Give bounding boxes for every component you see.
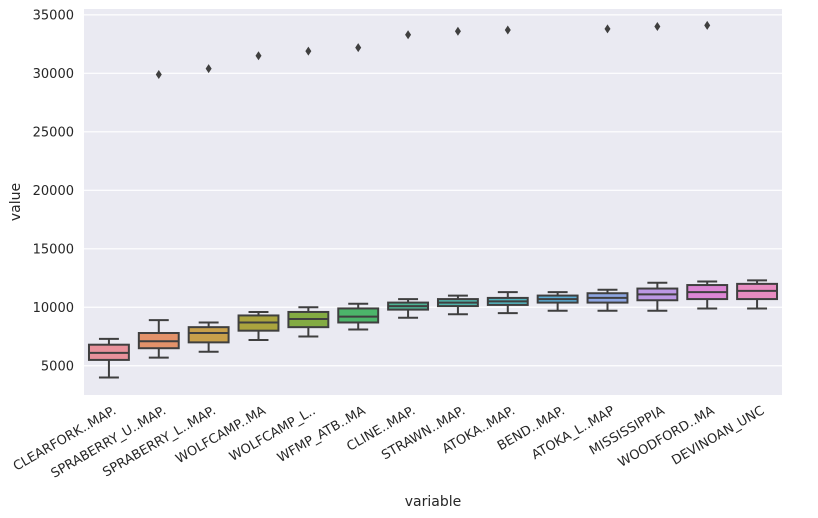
- outlier-point: [504, 25, 511, 35]
- box-group: [287, 46, 330, 338]
- outlier-point: [704, 20, 711, 30]
- y-tick-label: 15000: [33, 242, 74, 257]
- y-tick-label: 10000: [33, 301, 74, 316]
- y-tick-label: 35000: [33, 8, 74, 23]
- outlier-point: [205, 64, 212, 74]
- box-group: [586, 24, 629, 312]
- outlier-point: [405, 30, 412, 40]
- x-tick-label: ATOKA_L..MAP: [529, 403, 617, 463]
- outlier-point: [355, 43, 362, 53]
- outlier-point: [604, 24, 611, 34]
- box-group: [137, 70, 180, 359]
- outlier-point: [454, 26, 461, 36]
- outlier-point: [255, 51, 262, 61]
- y-tick-label: 5000: [41, 359, 74, 374]
- y-tick-label: 30000: [33, 67, 74, 82]
- box: [337, 307, 380, 324]
- outlier-point: [654, 22, 661, 32]
- x-tick-labels: CLEARFORK..MAP.SPRABERRY_U..MAP.SPRABERR…: [11, 403, 767, 481]
- box: [187, 326, 230, 344]
- box-group: [237, 51, 280, 342]
- box-group: [486, 25, 529, 315]
- boxes: [87, 20, 779, 379]
- grid-lines: [84, 14, 782, 367]
- box-group: [686, 20, 729, 310]
- box-group: [337, 43, 380, 331]
- box-group: [87, 337, 130, 379]
- box-group: [636, 22, 679, 312]
- box-group: [536, 291, 579, 312]
- x-tick-label: WOLFCAMP_L..: [227, 403, 318, 464]
- box-group: [736, 279, 779, 310]
- box-group: [387, 30, 430, 319]
- outlier-point: [155, 70, 162, 80]
- y-axis-label: value: [8, 183, 24, 221]
- y-tick-labels: 5000 10000 15000 20000 25000 30000 35000: [33, 8, 74, 374]
- x-axis-label: variable: [405, 494, 461, 510]
- box-group: [187, 64, 230, 353]
- x-tick-label: WFMP_ATB..MA: [275, 403, 368, 466]
- x-tick-label: DEVINOAN_UNC: [669, 403, 767, 468]
- x-tick-label: STRAWN..MAP.: [379, 403, 468, 463]
- box-group: [436, 26, 479, 316]
- outlier-point: [305, 46, 312, 56]
- y-tick-label: 20000: [33, 184, 74, 199]
- y-tick-label: 25000: [33, 125, 74, 140]
